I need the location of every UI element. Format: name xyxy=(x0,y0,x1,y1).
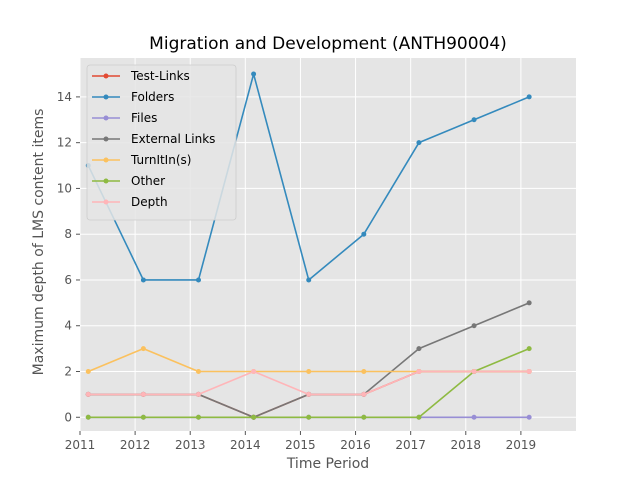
data-point-folders xyxy=(361,231,367,237)
data-point-folders xyxy=(140,277,146,283)
data-point-other xyxy=(526,346,532,352)
data-point-depth xyxy=(416,369,422,375)
data-point-turnitin-s xyxy=(361,369,367,375)
data-point-depth xyxy=(140,391,146,397)
y-tick-label: 10 xyxy=(57,181,72,195)
legend-item-other: Other xyxy=(92,174,165,188)
x-tick-label: 2011 xyxy=(65,438,96,452)
data-point-folders xyxy=(471,117,477,123)
legend-swatch-marker xyxy=(103,157,109,163)
data-point-folders xyxy=(195,277,201,283)
data-point-folders xyxy=(251,71,257,77)
x-tick-label: 2012 xyxy=(120,438,151,452)
y-tick-label: 2 xyxy=(64,365,72,379)
x-tick-label: 2018 xyxy=(451,438,482,452)
legend: Test-Links Folders Files External Links Turn… xyxy=(86,64,237,221)
x-tick-label: 2019 xyxy=(506,438,537,452)
y-tick-label: 4 xyxy=(64,319,72,333)
legend-item-turnitin-s: TurnItIn(s) xyxy=(92,153,191,167)
legend-swatch-marker xyxy=(103,115,109,121)
legend-item-external-links: External Links xyxy=(92,132,215,146)
legend-label: Test-Links xyxy=(130,69,190,83)
data-point-turnitin-s xyxy=(195,369,201,375)
legend-item-folders: Folders xyxy=(92,90,174,104)
x-tick-label: 2016 xyxy=(340,438,371,452)
data-point-external-links xyxy=(471,323,477,329)
legend-swatch-marker xyxy=(103,136,109,142)
legend-label: Other xyxy=(131,174,165,188)
series-layer xyxy=(85,71,532,420)
data-point-other xyxy=(361,414,367,420)
data-point-depth xyxy=(526,369,532,375)
data-point-folders xyxy=(306,277,312,283)
series-folders xyxy=(85,71,532,283)
y-axis-label: Maximum depth of LMS content items xyxy=(31,109,47,376)
data-point-depth xyxy=(471,369,477,375)
x-axis-label: Time Period xyxy=(286,456,369,472)
data-point-turnitin-s xyxy=(306,369,312,375)
x-tick-label: 2015 xyxy=(285,438,316,452)
legend-item-depth: Depth xyxy=(92,195,168,209)
data-point-turnitin-s xyxy=(140,346,146,352)
chart-title: Migration and Development (ANTH90004) xyxy=(149,34,507,54)
data-point-turnitin-s xyxy=(85,369,91,375)
data-point-depth xyxy=(85,391,91,397)
y-tick-label: 8 xyxy=(64,227,72,241)
legend-swatch-marker xyxy=(103,94,109,100)
data-point-depth xyxy=(251,369,257,375)
legend-swatch-marker xyxy=(103,199,109,205)
data-point-depth xyxy=(361,391,367,397)
x-tick-label: 2013 xyxy=(175,438,206,452)
legend-item-test-links: Test-Links xyxy=(92,69,190,83)
data-point-external-links xyxy=(416,346,422,352)
legend-box xyxy=(86,64,237,221)
y-tick-label: 12 xyxy=(57,136,72,150)
x-tick-label: 2014 xyxy=(230,438,261,452)
x-axis-ticks: 2011 2012 2013 2014 2015 2016 2017 2018 2019 xyxy=(65,431,536,452)
data-point-other xyxy=(306,414,312,420)
y-tick-label: 14 xyxy=(57,90,72,104)
data-point-folders xyxy=(416,140,422,146)
data-point-external-links xyxy=(526,300,532,306)
data-point-depth xyxy=(195,391,201,397)
legend-swatch-marker xyxy=(103,178,109,184)
data-point-files xyxy=(471,414,477,420)
data-point-other xyxy=(195,414,201,420)
y-tick-label: 0 xyxy=(64,410,72,424)
legend-label: External Links xyxy=(131,132,215,146)
y-axis-ticks: 0 2 4 6 8 10 12 14 xyxy=(57,90,80,424)
data-point-other xyxy=(85,414,91,420)
legend-swatch-marker xyxy=(103,73,109,79)
data-point-other xyxy=(140,414,146,420)
series-depth xyxy=(85,369,532,397)
legend-label: TurnItIn(s) xyxy=(130,153,191,167)
data-point-folders xyxy=(526,94,532,100)
data-point-depth xyxy=(306,391,312,397)
legend-label: Files xyxy=(131,111,157,125)
legend-label: Depth xyxy=(131,195,168,209)
legend-item-files: Files xyxy=(92,111,157,125)
data-point-files xyxy=(526,414,532,420)
data-point-other xyxy=(416,414,422,420)
data-point-other xyxy=(251,414,257,420)
legend-label: Folders xyxy=(131,90,174,104)
x-tick-label: 2017 xyxy=(395,438,426,452)
y-tick-label: 6 xyxy=(64,273,72,287)
series-other xyxy=(85,346,532,420)
